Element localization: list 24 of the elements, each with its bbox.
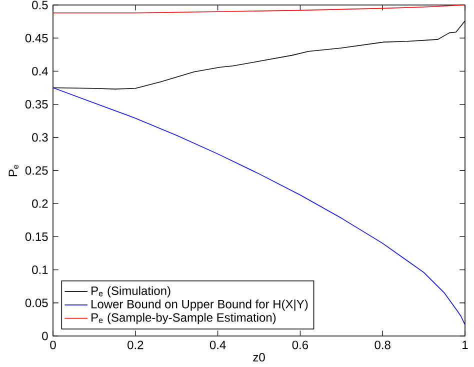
y-tick-label: 0.05 bbox=[25, 298, 48, 308]
y-tick-label: 0.25 bbox=[25, 166, 48, 175]
line-series bbox=[53, 87, 465, 326]
y-tick-label: 0.2 bbox=[32, 199, 48, 208]
legend-label: P$_{e}$ (Sample-by-Sample Estimation) bbox=[92, 312, 276, 324]
y-tick-label: 0.4 bbox=[32, 66, 48, 76]
x-tick-label: 0.2 bbox=[128, 340, 144, 350]
y-tick-label: 0.1 bbox=[32, 266, 48, 274]
legend-label: P$_{e}$ (Simulation) bbox=[92, 286, 170, 298]
y-tick-label: 0.5 bbox=[32, 0, 48, 10]
y-tick-label: 0.45 bbox=[25, 34, 48, 42]
x-tick-label: 0.6 bbox=[292, 340, 308, 350]
legend-label: Lower Bound on Upper Bound for H(X|Y) bbox=[92, 300, 308, 311]
x-tick-label: 0 bbox=[50, 340, 56, 350]
x-tick-label: 0.8 bbox=[374, 340, 390, 350]
x-tick-label: 0.4 bbox=[210, 340, 226, 350]
x-tick-label: 1 bbox=[462, 340, 468, 349]
y-tick-label: 0.3 bbox=[32, 133, 48, 142]
y-axis-title: P$_{e}$ bbox=[8, 164, 18, 176]
x-axis-title: z0 bbox=[253, 353, 265, 362]
y-tick-label: 0 bbox=[42, 332, 48, 340]
y-tick-label: 0.35 bbox=[25, 100, 48, 109]
y-tick-label: 0.15 bbox=[25, 232, 48, 241]
line-series bbox=[53, 5, 465, 14]
